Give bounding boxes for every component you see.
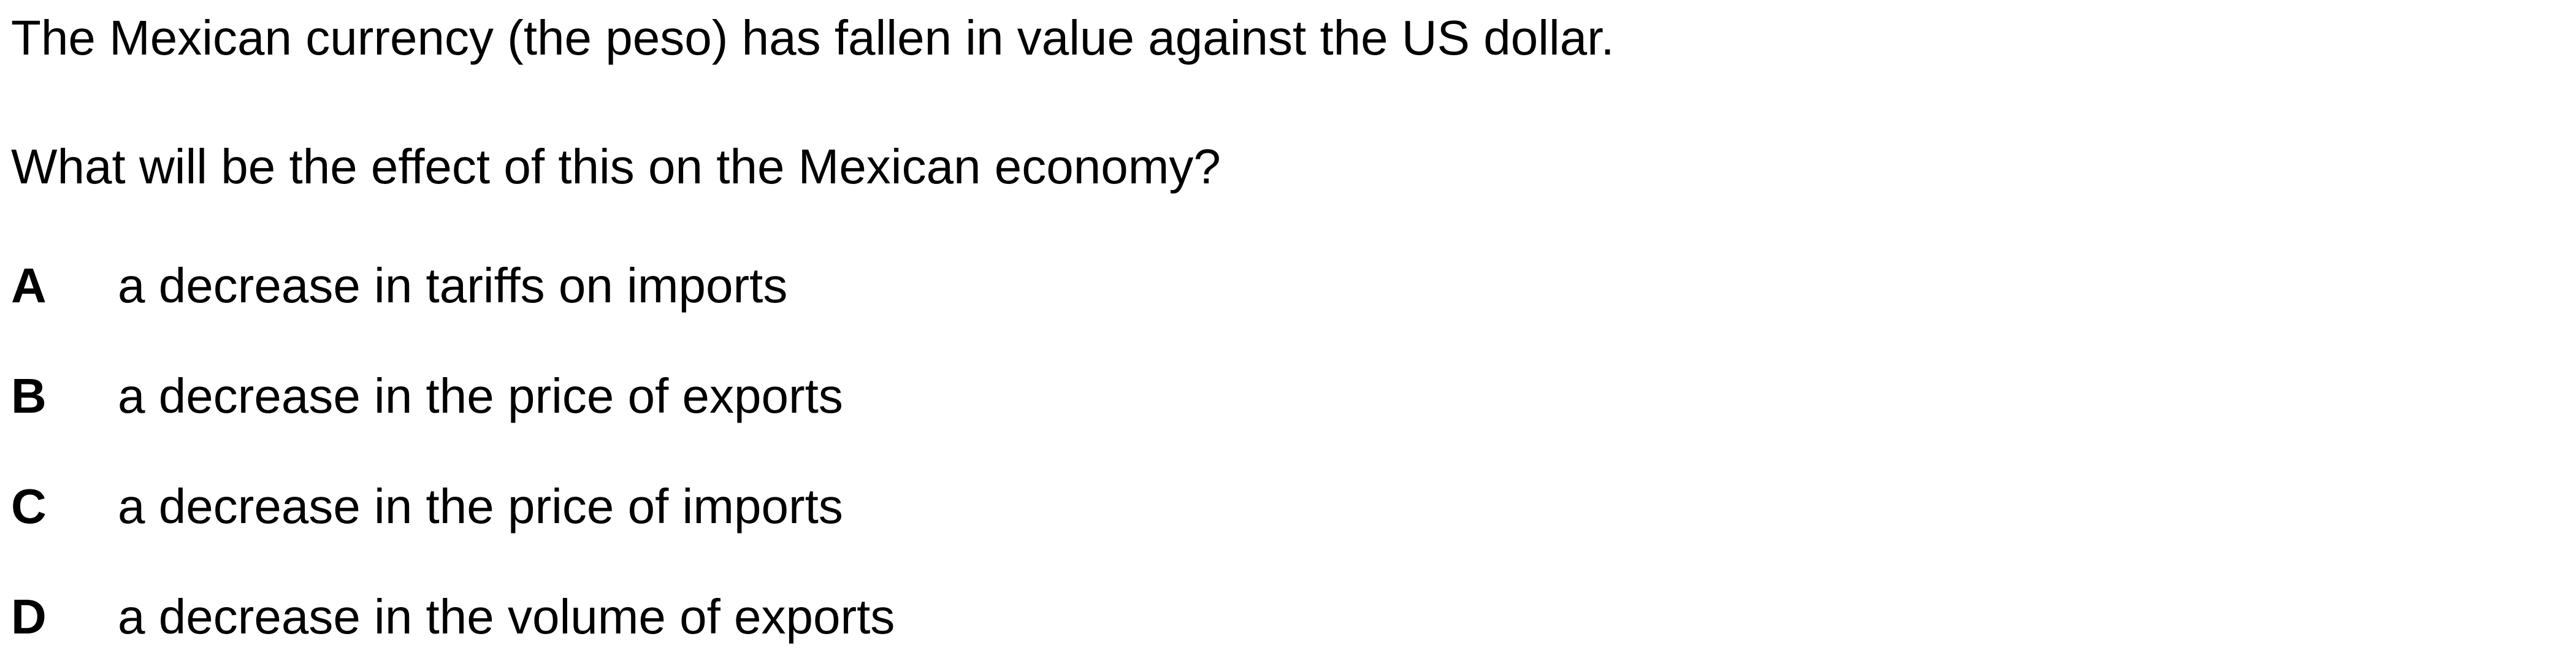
option-text: a decrease in the price of imports — [118, 479, 843, 534]
option-letter: C — [11, 479, 47, 534]
option-text: a decrease in the volume of exports — [118, 589, 895, 644]
option-text: a decrease in the price of exports — [118, 369, 843, 423]
option-letter: B — [11, 369, 47, 423]
option-letter: D — [11, 589, 47, 644]
option-letter: A — [11, 258, 47, 313]
question-stem: The Mexican currency (the peso) has fall… — [11, 10, 1615, 65]
question-prompt: What will be the effect of this on the M… — [11, 139, 1221, 194]
option-text: a decrease in tariffs on imports — [118, 258, 788, 313]
